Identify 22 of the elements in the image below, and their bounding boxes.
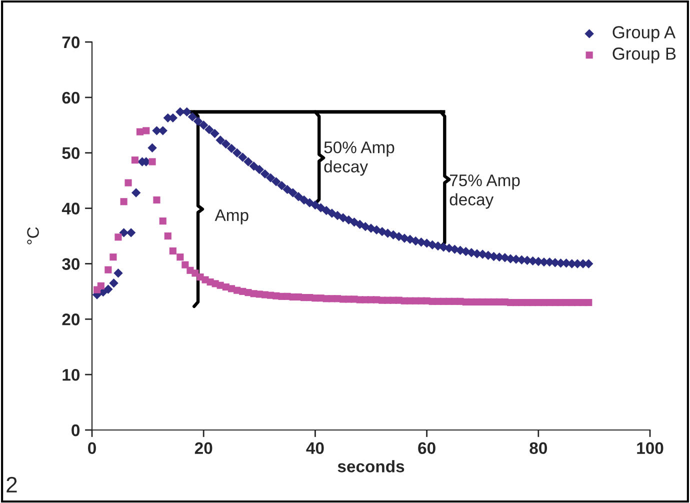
y-tick-label: 10 bbox=[62, 368, 80, 381]
y-tick-label: 40 bbox=[62, 202, 80, 214]
x-tick-label: 0 bbox=[88, 442, 96, 454]
x-tick-label: 60 bbox=[418, 442, 436, 454]
text: 2 bbox=[6, 476, 17, 492]
y-tick-label: 30 bbox=[62, 258, 80, 270]
legend-label: Group A bbox=[612, 26, 676, 42]
y-tick-label: 60 bbox=[62, 92, 80, 104]
x-tick-label: 20 bbox=[194, 442, 212, 454]
annotation: 75% Amp decay bbox=[450, 174, 520, 209]
legend-label: Group B bbox=[612, 48, 676, 64]
x-tick-label: 40 bbox=[306, 442, 324, 454]
y-tick-label: 0 bbox=[72, 424, 80, 436]
y-axis-title: °C bbox=[27, 227, 39, 244]
x-tick-label: 80 bbox=[530, 442, 547, 454]
y-tick-label: 50 bbox=[62, 147, 80, 160]
x-tick-label: 100 bbox=[637, 442, 664, 454]
x-axis-title: seconds bbox=[338, 460, 404, 472]
annotation: 50% Amp decay bbox=[324, 141, 394, 176]
annotation: Amp bbox=[214, 209, 248, 224]
y-tick-label: 20 bbox=[62, 314, 80, 326]
y-tick-label: 70 bbox=[62, 36, 80, 48]
